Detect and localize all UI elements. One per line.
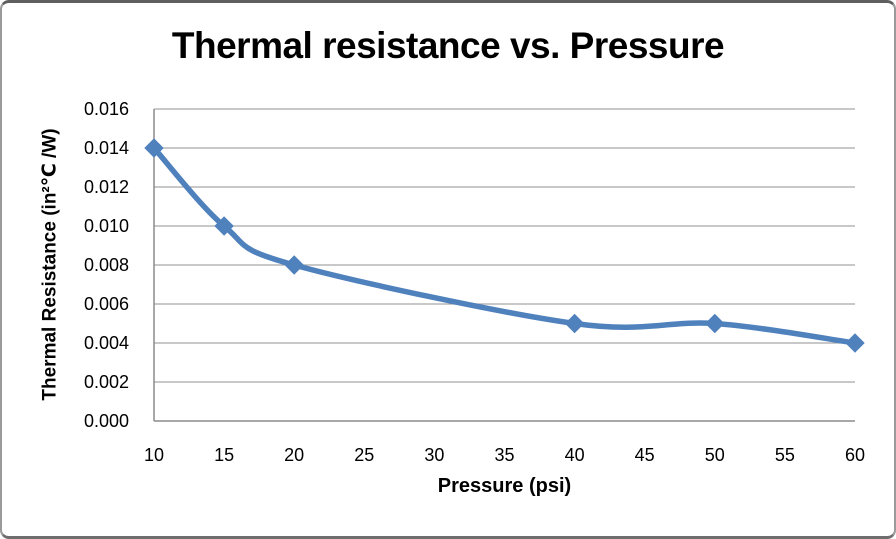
data-point-marker <box>845 333 865 353</box>
y-axis-title: Thermal Resistance (in²℃ /W) <box>39 128 61 401</box>
data-point-marker <box>144 138 164 158</box>
x-tick-label: 45 <box>635 445 655 465</box>
x-tick-label: 60 <box>845 445 865 465</box>
x-tick-label: 50 <box>705 445 725 465</box>
series-line <box>151 145 858 346</box>
x-axis-title: Pressure (psi) <box>437 475 572 497</box>
y-tick-label: 0.000 <box>84 411 129 431</box>
y-tick-label: 0.014 <box>84 138 129 158</box>
data-point-marker <box>564 313 585 334</box>
x-tick-label: 30 <box>424 445 444 465</box>
x-tick-label: 25 <box>354 445 374 465</box>
x-tick-label: 40 <box>565 445 585 465</box>
y-tick-label: 0.004 <box>84 333 129 353</box>
x-tick-label: 15 <box>214 445 234 465</box>
x-tick-label: 10 <box>144 445 164 465</box>
y-tick-label: 0.012 <box>84 177 129 197</box>
data-point-marker <box>284 255 304 275</box>
y-tick-label: 0.010 <box>84 216 129 236</box>
y-tick-label: 0.002 <box>84 372 129 392</box>
chart-title: Thermal resistance vs. Pressure <box>171 25 725 66</box>
x-tick-label: 55 <box>775 445 795 465</box>
x-tick-label: 20 <box>284 445 304 465</box>
y-tick-label: 0.008 <box>84 255 129 275</box>
x-tick-label: 35 <box>494 445 514 465</box>
data-point-marker <box>214 216 234 236</box>
data-point-marker <box>705 313 725 334</box>
y-tick-label: 0.006 <box>84 294 129 314</box>
plot-area: 0.000 0.002 0.004 0.006 0.008 0.010 0.012 0.014… <box>84 99 865 465</box>
y-tick-label: 0.016 <box>84 99 129 119</box>
